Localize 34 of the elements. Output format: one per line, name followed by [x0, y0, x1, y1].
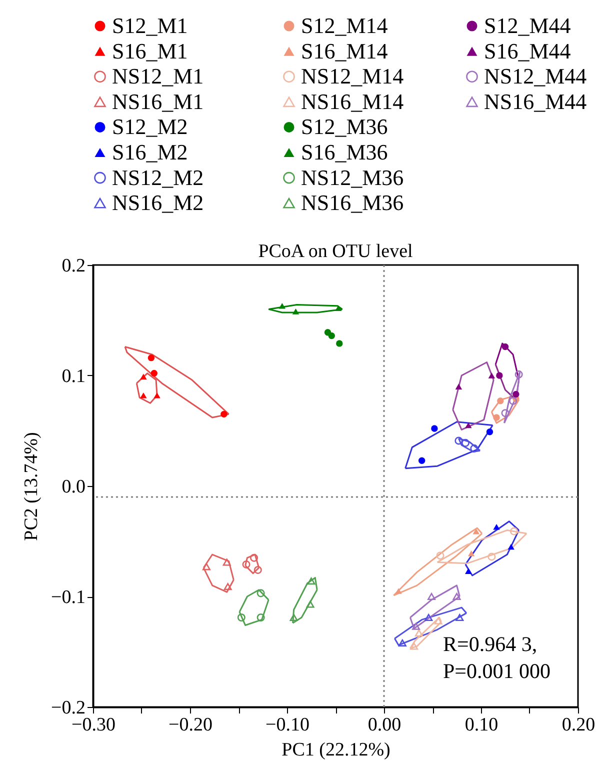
y-tick-label: 0.1 [62, 366, 86, 387]
legend-label: NS16_M36 [301, 190, 404, 216]
x-tick-label: 0.10 [464, 714, 498, 736]
x-tick-label: 0.20 [562, 714, 596, 736]
y-tick-label: −0.1 [51, 587, 86, 608]
legend-label: NS12_M2 [112, 164, 204, 190]
legend-label: S12_M36 [301, 114, 388, 140]
legend-label: NS12_M14 [301, 64, 404, 89]
x-axis-title: PC1 (22.12%) [282, 740, 390, 760]
legend-label: NS12_M1 [112, 64, 204, 89]
y-tick-label: 0.0 [62, 476, 86, 498]
chart-title: PCoA on OTU level [258, 241, 413, 262]
legend-label: S12_M14 [301, 13, 388, 38]
legend-label: NS12_M36 [301, 164, 404, 190]
legend-label: S12_M1 [112, 13, 188, 38]
legend-label: S16_M2 [112, 140, 188, 164]
legend-label: S12_M44 [484, 13, 571, 38]
legend-label: S12_M2 [112, 114, 188, 140]
x-tick-label: −0.10 [266, 714, 310, 736]
legend-label: S16_M44 [484, 38, 571, 64]
x-tick-label: 0.00 [368, 714, 402, 736]
annotation: R=0.964 3, [443, 632, 538, 656]
legend-label: NS12_M44 [484, 64, 587, 89]
x-tick-label: −0.20 [168, 714, 212, 736]
legend-label: NS16_M14 [301, 88, 404, 114]
legend-label: NS16_M2 [112, 190, 204, 216]
legend-label: S16_M14 [301, 38, 388, 64]
legend-label: NS16_M44 [484, 88, 587, 114]
legend-label: S16_M1 [112, 38, 188, 64]
legend-label: NS16_M1 [112, 88, 204, 114]
y-tick-label: 0.2 [62, 256, 86, 276]
legend-label: S16_M36 [301, 140, 388, 164]
y-axis-title: PC2 (13.74%) [21, 432, 42, 541]
annotation: P=0.001 000 [443, 659, 551, 683]
